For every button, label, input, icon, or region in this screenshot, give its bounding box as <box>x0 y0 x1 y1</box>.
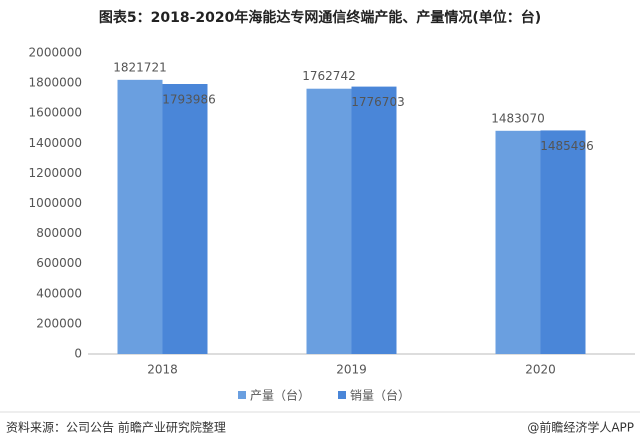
value-label: 1793986 <box>162 93 215 107</box>
legend-label: 销量（台） <box>350 388 410 403</box>
value-label: 1762742 <box>302 69 355 83</box>
bar <box>495 130 541 354</box>
chart-title: 图表5：2018-2020年海能达专网通信终端产能、产量情况(单位：台) <box>99 9 541 26</box>
legend-label: 产量（台） <box>250 388 310 403</box>
footer-credit: @前瞻经济学人APP <box>527 420 634 435</box>
footer-source: 资料来源：公司公告 前瞻产业研究院整理 <box>6 420 226 435</box>
y-tick-label: 2000000 <box>29 46 82 60</box>
value-label: 1821721 <box>113 60 166 74</box>
value-label: 1776703 <box>351 95 404 109</box>
bar <box>351 86 397 354</box>
y-tick-label: 1400000 <box>29 136 82 150</box>
legend-swatch <box>338 391 346 399</box>
y-tick-label: 200000 <box>36 316 82 330</box>
y-tick-label: 800000 <box>36 226 82 240</box>
y-tick-label: 400000 <box>36 286 82 300</box>
y-tick-label: 0 <box>74 347 82 361</box>
y-tick-label: 600000 <box>36 256 82 270</box>
x-tick-label: 2020 <box>525 363 556 377</box>
value-label: 1485496 <box>540 139 593 153</box>
x-tick-label: 2019 <box>336 363 367 377</box>
y-tick-label: 1000000 <box>29 196 82 210</box>
y-tick-label: 1800000 <box>29 76 82 90</box>
bar <box>117 79 163 354</box>
bar <box>540 130 586 354</box>
y-tick-label: 1600000 <box>29 106 82 120</box>
bar <box>306 88 352 354</box>
y-tick-label: 1200000 <box>29 166 82 180</box>
legend-swatch <box>238 391 246 399</box>
bar <box>162 84 208 355</box>
value-label: 1483070 <box>491 111 544 125</box>
x-tick-label: 2018 <box>147 363 178 377</box>
